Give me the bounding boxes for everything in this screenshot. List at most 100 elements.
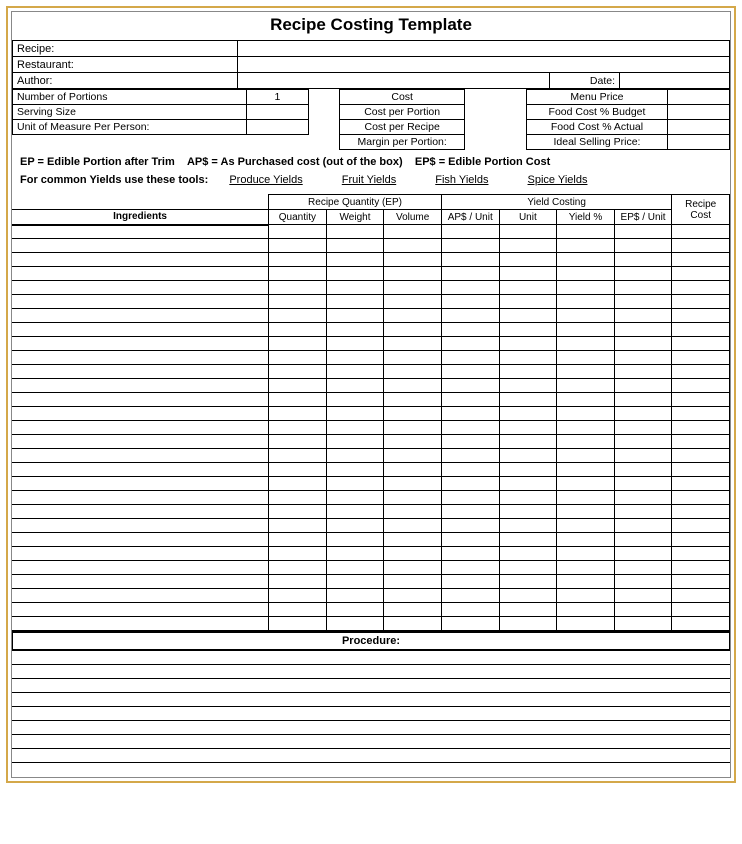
table-cell[interactable]: [557, 435, 615, 449]
table-cell[interactable]: [326, 505, 384, 519]
table-cell[interactable]: [441, 449, 499, 463]
table-cell[interactable]: [557, 323, 615, 337]
author-value[interactable]: [238, 73, 550, 89]
table-cell[interactable]: [269, 435, 327, 449]
table-cell[interactable]: [672, 505, 730, 519]
table-cell[interactable]: [499, 351, 557, 365]
table-cell[interactable]: [557, 463, 615, 477]
table-cell[interactable]: [12, 253, 269, 267]
table-cell[interactable]: [326, 393, 384, 407]
table-cell[interactable]: [557, 589, 615, 603]
table-cell[interactable]: [499, 519, 557, 533]
table-cell[interactable]: [384, 421, 442, 435]
table-cell[interactable]: [384, 309, 442, 323]
table-cell[interactable]: [614, 617, 672, 631]
table-cell[interactable]: [384, 323, 442, 337]
fish-yields-link[interactable]: Fish Yields: [435, 174, 488, 186]
table-cell[interactable]: [672, 561, 730, 575]
table-cell[interactable]: [672, 379, 730, 393]
table-cell[interactable]: [557, 491, 615, 505]
table-cell[interactable]: [441, 519, 499, 533]
procedure-cell[interactable]: [12, 679, 730, 693]
spice-yields-link[interactable]: Spice Yields: [528, 174, 588, 186]
table-cell[interactable]: [384, 365, 442, 379]
table-cell[interactable]: [12, 393, 269, 407]
table-cell[interactable]: [441, 351, 499, 365]
table-cell[interactable]: [614, 225, 672, 239]
table-cell[interactable]: [269, 561, 327, 575]
table-cell[interactable]: [12, 505, 269, 519]
table-cell[interactable]: [614, 533, 672, 547]
table-cell[interactable]: [384, 477, 442, 491]
table-cell[interactable]: [672, 239, 730, 253]
table-cell[interactable]: [614, 575, 672, 589]
table-cell[interactable]: [441, 323, 499, 337]
table-cell[interactable]: [384, 435, 442, 449]
table-cell[interactable]: [12, 603, 269, 617]
table-cell[interactable]: [384, 225, 442, 239]
table-cell[interactable]: [384, 505, 442, 519]
table-cell[interactable]: [326, 295, 384, 309]
table-cell[interactable]: [614, 323, 672, 337]
table-cell[interactable]: [326, 281, 384, 295]
table-cell[interactable]: [269, 519, 327, 533]
table-cell[interactable]: [499, 603, 557, 617]
table-cell[interactable]: [384, 295, 442, 309]
table-cell[interactable]: [326, 365, 384, 379]
table-cell[interactable]: [269, 407, 327, 421]
table-cell[interactable]: [12, 617, 269, 631]
procedure-cell[interactable]: [12, 721, 730, 735]
table-cell[interactable]: [614, 351, 672, 365]
table-cell[interactable]: [614, 603, 672, 617]
table-cell[interactable]: [614, 281, 672, 295]
table-cell[interactable]: [384, 547, 442, 561]
table-cell[interactable]: [672, 547, 730, 561]
table-cell[interactable]: [269, 225, 327, 239]
fruit-yields-link[interactable]: Fruit Yields: [342, 174, 396, 186]
table-cell[interactable]: [499, 561, 557, 575]
table-cell[interactable]: [499, 589, 557, 603]
table-cell[interactable]: [12, 435, 269, 449]
table-cell[interactable]: [326, 463, 384, 477]
table-cell[interactable]: [12, 421, 269, 435]
table-cell[interactable]: [269, 421, 327, 435]
table-cell[interactable]: [326, 491, 384, 505]
table-cell[interactable]: [614, 491, 672, 505]
table-cell[interactable]: [441, 547, 499, 561]
table-cell[interactable]: [672, 281, 730, 295]
table-cell[interactable]: [557, 351, 615, 365]
table-cell[interactable]: [326, 561, 384, 575]
table-cell[interactable]: [557, 407, 615, 421]
table-cell[interactable]: [12, 449, 269, 463]
table-cell[interactable]: [499, 337, 557, 351]
table-cell[interactable]: [672, 435, 730, 449]
table-cell[interactable]: [499, 295, 557, 309]
table-cell[interactable]: [269, 603, 327, 617]
table-cell[interactable]: [326, 533, 384, 547]
table-cell[interactable]: [269, 449, 327, 463]
table-cell[interactable]: [614, 337, 672, 351]
table-cell[interactable]: [12, 379, 269, 393]
table-cell[interactable]: [614, 309, 672, 323]
table-cell[interactable]: [326, 477, 384, 491]
table-cell[interactable]: [269, 589, 327, 603]
table-cell[interactable]: [441, 561, 499, 575]
table-cell[interactable]: [269, 393, 327, 407]
table-cell[interactable]: [557, 519, 615, 533]
table-cell[interactable]: [269, 379, 327, 393]
table-cell[interactable]: [269, 575, 327, 589]
table-cell[interactable]: [672, 477, 730, 491]
table-cell[interactable]: [12, 589, 269, 603]
table-cell[interactable]: [441, 603, 499, 617]
table-cell[interactable]: [12, 295, 269, 309]
table-cell[interactable]: [441, 281, 499, 295]
date-value[interactable]: [620, 73, 730, 89]
table-cell[interactable]: [384, 337, 442, 351]
table-cell[interactable]: [12, 351, 269, 365]
table-cell[interactable]: [557, 253, 615, 267]
table-cell[interactable]: [614, 505, 672, 519]
table-cell[interactable]: [269, 463, 327, 477]
procedure-cell[interactable]: [12, 665, 730, 679]
unit-value[interactable]: [246, 120, 308, 135]
table-cell[interactable]: [557, 267, 615, 281]
